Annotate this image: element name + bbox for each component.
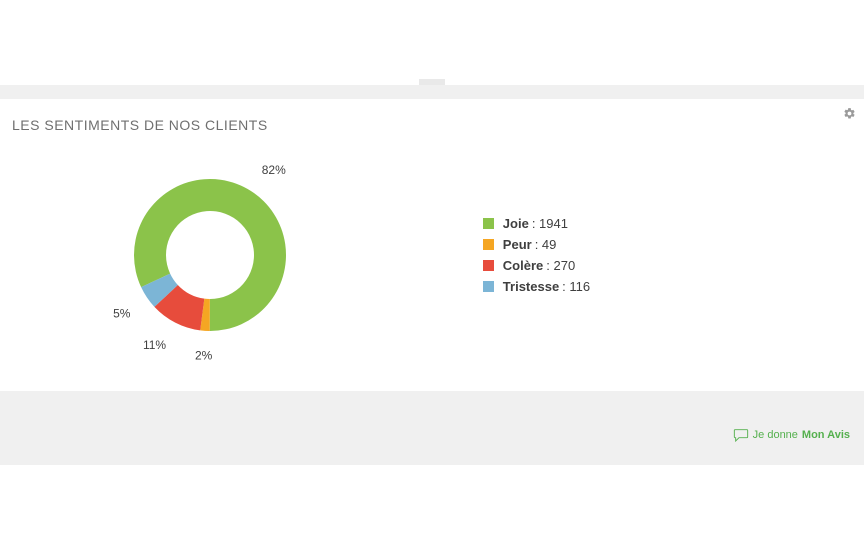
topbar-indicator	[419, 79, 445, 85]
divider-top	[0, 85, 864, 99]
legend-value-joie: : 1941	[532, 216, 568, 231]
legend-item-tristesse: Tristesse : 116	[483, 279, 852, 294]
feedback-bold: Mon Avis	[802, 429, 850, 441]
legend-label-tristesse: Tristesse	[503, 279, 559, 294]
feedback-link[interactable]: Je donne Mon Avis	[733, 428, 850, 442]
donut-chart-container: 82% 2% 11% 5%	[12, 145, 449, 365]
legend-item-colere: Colère : 270	[483, 258, 852, 273]
legend-swatch-joie	[483, 218, 494, 229]
donut-chart: 82% 2% 11% 5%	[70, 145, 390, 365]
legend-swatch-peur	[483, 239, 494, 250]
top-bar	[0, 0, 864, 85]
donut-label-tristesse: 5%	[113, 306, 131, 320]
donut-label-colere: 11%	[143, 338, 166, 352]
legend-value-colere: : 270	[546, 258, 575, 273]
chart-row: 82%2%11%5% Joie : 1941Peur : 49Colère : …	[12, 145, 852, 365]
donut-label-peur: 2%	[195, 349, 213, 363]
legend: Joie : 1941Peur : 49Colère : 270Tristess…	[449, 210, 852, 300]
donut-label-joie: 82%	[262, 163, 286, 177]
legend-item-peur: Peur : 49	[483, 237, 852, 252]
speech-bubble-icon	[733, 428, 749, 442]
legend-label-peur: Peur	[503, 237, 532, 252]
legend-value-peur: : 49	[535, 237, 557, 252]
legend-swatch-colere	[483, 260, 494, 271]
feedback-prefix: Je donne	[753, 429, 798, 441]
sentiment-panel: LES SENTIMENTS DE NOS CLIENTS 82% 2% 11% 5%…	[0, 99, 864, 391]
legend-label-colere: Colère	[503, 258, 543, 273]
legend-swatch-tristesse	[483, 281, 494, 292]
footer: Je donne Mon Avis	[0, 405, 864, 465]
gear-icon[interactable]	[843, 107, 856, 122]
legend-item-joie: Joie : 1941	[483, 216, 852, 231]
legend-label-joie: Joie	[503, 216, 529, 231]
divider-bottom	[0, 391, 864, 405]
panel-title: LES SENTIMENTS DE NOS CLIENTS	[12, 117, 852, 133]
legend-value-tristesse: : 116	[562, 279, 590, 294]
